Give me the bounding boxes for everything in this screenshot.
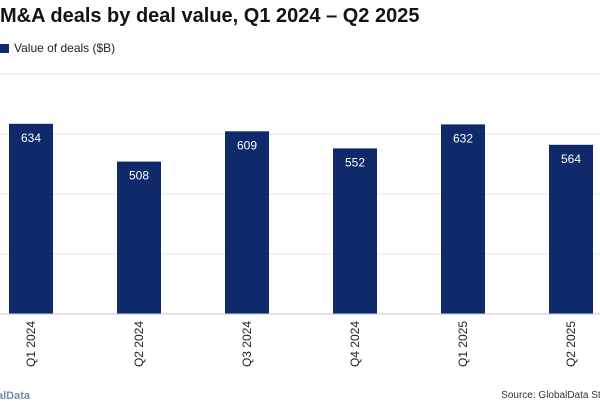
data-label: 634 [21, 131, 41, 145]
bar [549, 144, 593, 314]
data-label: 564 [561, 152, 581, 166]
bar [441, 124, 485, 315]
data-label: 609 [237, 138, 257, 152]
chart-title: M&A deals by deal value, Q1 2024 – Q2 20… [0, 5, 420, 27]
bar [9, 123, 53, 314]
data-labels: 634 508 609 552 632 564 [21, 131, 581, 183]
data-label: 552 [345, 155, 365, 169]
x-tick-label: Q4 2024 [348, 321, 362, 367]
x-tick-label: Q3 2024 [240, 321, 254, 367]
bar [117, 161, 161, 314]
x-tick-label: Q1 2024 [24, 321, 38, 367]
x-tick-label: Q1 2025 [456, 321, 470, 367]
brand-logo-text: alData [0, 390, 31, 402]
legend-label: Value of deals ($B) [14, 41, 116, 55]
data-label: 508 [129, 169, 149, 183]
x-axis-tick-labels: Q1 2024 Q2 2024 Q3 2024 Q4 2024 Q1 2025 Q2 20… [24, 321, 578, 367]
legend: Value of deals ($B) [0, 41, 115, 55]
gridlines [0, 73, 600, 255]
source-note: Source: GlobalData Str [501, 390, 600, 401]
data-label: 632 [453, 131, 473, 145]
bar [333, 148, 377, 314]
x-tick-label: Q2 2024 [132, 321, 146, 367]
legend-swatch [0, 43, 9, 53]
x-tick-label: Q2 2025 [564, 321, 578, 367]
bar [225, 131, 269, 314]
bars [9, 123, 593, 315]
